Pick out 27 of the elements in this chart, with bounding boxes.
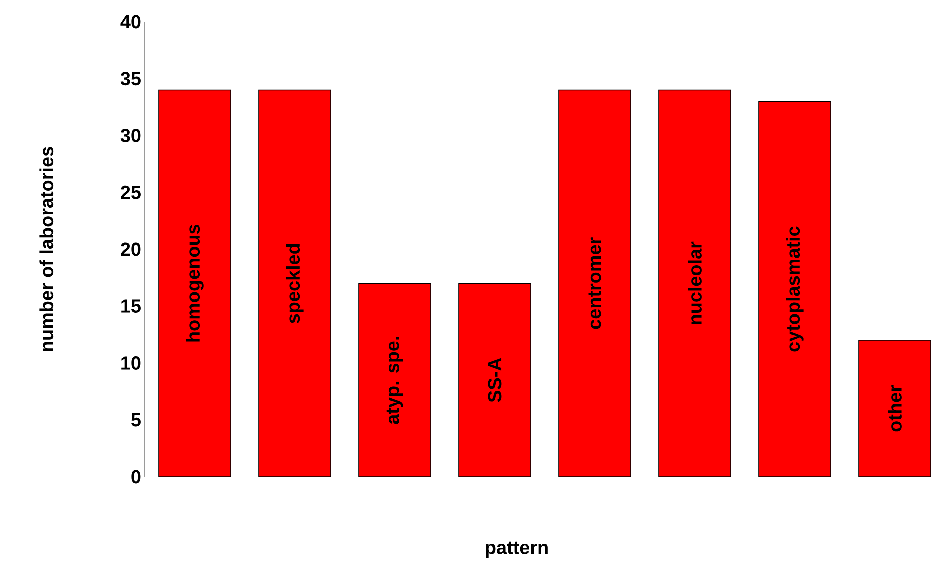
x-tick-label: nucleolar: [688, 242, 702, 324]
y-tick-label: 10: [122, 356, 141, 370]
x-tick-label: homogenous: [186, 224, 204, 342]
x-tick-label: other: [888, 385, 902, 432]
x-tick-label: atyp. spe.: [386, 337, 404, 424]
x-tick-label: SS-A: [488, 358, 502, 402]
bar: [758, 101, 832, 478]
bar: [458, 283, 532, 478]
y-tick-label: 30: [120, 129, 141, 142]
y-tick-label: 20: [121, 242, 141, 256]
y-tick-label: 15: [122, 300, 141, 313]
bar: [558, 90, 632, 478]
y-tick-label: 35: [120, 72, 141, 86]
x-tick-label: cytoplasmatic: [786, 226, 804, 352]
bar: [158, 90, 232, 478]
bar: [858, 340, 932, 478]
bar: [658, 90, 732, 478]
x-tick-label: speckled: [286, 244, 304, 324]
y-tick-label: 5: [132, 414, 141, 427]
y-tick-label: 25: [121, 186, 141, 200]
y-tick-label: 40: [120, 15, 141, 29]
y-axis-title: number of laboratories: [40, 147, 54, 352]
bar: [258, 90, 332, 478]
x-tick-label: centromer: [588, 238, 602, 330]
bar: [358, 283, 432, 478]
y-tick-label: 0: [132, 470, 141, 484]
x-axis-title: pattern: [486, 542, 548, 558]
